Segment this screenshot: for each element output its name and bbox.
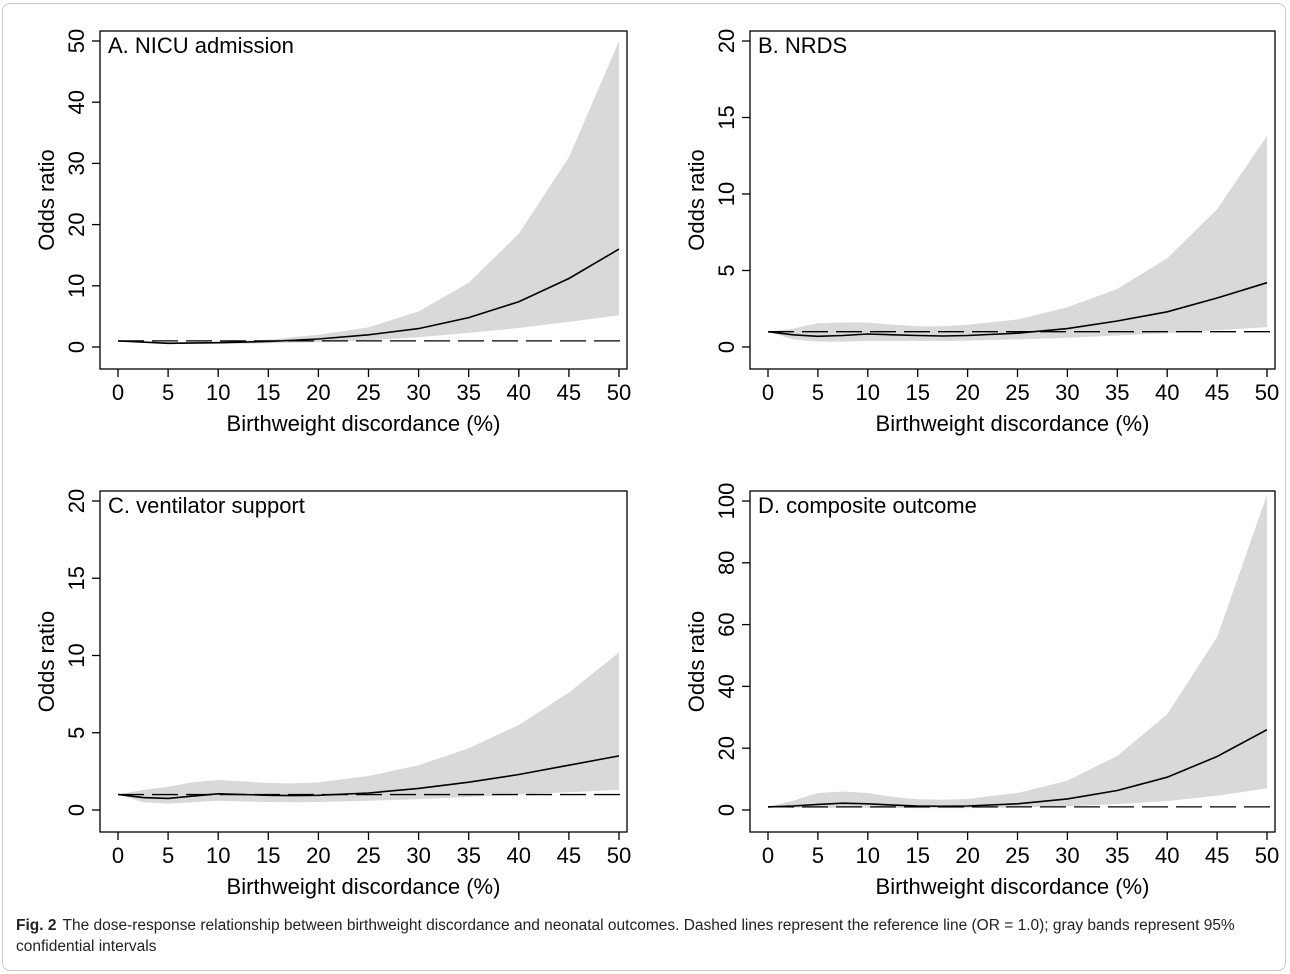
y-axis-label: Odds ratio: [34, 149, 59, 251]
x-tick-label: 40: [507, 380, 531, 405]
x-tick-label: 50: [1255, 843, 1279, 868]
x-tick-label: 15: [905, 843, 929, 868]
x-tick-label: 35: [1105, 843, 1129, 868]
x-tick-label: 10: [206, 380, 230, 405]
y-tick-label: 0: [714, 341, 739, 353]
x-axis-label: Birthweight discordance (%): [227, 874, 501, 899]
y-axis-label: Odds ratio: [684, 149, 709, 251]
x-tick-label: 30: [406, 843, 430, 868]
y-tick-label: 60: [714, 612, 739, 636]
x-tick-label: 40: [1155, 380, 1179, 405]
x-tick-label: 15: [905, 380, 929, 405]
x-axis-label: Birthweight discordance (%): [876, 411, 1150, 436]
x-tick-label: 25: [356, 843, 380, 868]
y-tick-label: 40: [64, 90, 89, 114]
x-tick-label: 5: [812, 380, 824, 405]
y-tick-label: 20: [64, 212, 89, 236]
y-tick-label: 20: [64, 489, 89, 513]
x-tick-label: 20: [955, 843, 979, 868]
x-tick-label: 20: [306, 843, 330, 868]
x-tick-label: 45: [1205, 843, 1229, 868]
y-tick-label: 40: [714, 674, 739, 698]
y-tick-label: 100: [714, 483, 739, 520]
x-tick-label: 25: [1005, 843, 1029, 868]
x-tick-label: 50: [607, 843, 631, 868]
odds-ratio-curve: [117, 755, 620, 800]
x-tick-label: 5: [162, 380, 174, 405]
x-tick-label: 25: [1005, 380, 1029, 405]
y-tick-label: 10: [64, 643, 89, 667]
x-tick-label: 45: [557, 380, 581, 405]
x-tick-label: 0: [762, 380, 774, 405]
ci-band: [118, 652, 619, 804]
ci-band: [118, 41, 619, 344]
x-tick-label: 45: [557, 843, 581, 868]
x-tick-label: 10: [856, 380, 880, 405]
x-tick-label: 20: [955, 380, 979, 405]
caption-text: The dose-response relationship between b…: [16, 917, 1235, 955]
y-tick-label: 0: [714, 804, 739, 816]
x-tick-label: 50: [1255, 380, 1279, 405]
panel-title: D. composite outcome: [758, 493, 977, 518]
y-tick-label: 0: [64, 804, 89, 816]
y-tick-label: 10: [714, 182, 739, 206]
x-tick-label: 45: [1205, 380, 1229, 405]
y-tick-label: 20: [714, 736, 739, 760]
x-tick-label: 0: [112, 843, 124, 868]
x-tick-label: 15: [256, 380, 280, 405]
ci-band: [768, 494, 1267, 809]
x-tick-label: 25: [356, 380, 380, 405]
x-tick-label: 5: [162, 843, 174, 868]
y-axis-label: Odds ratio: [34, 611, 59, 713]
panel-title: A. NICU admission: [108, 33, 294, 58]
y-tick-label: 15: [714, 105, 739, 129]
figure-caption: Fig. 2 The dose-response relationship bet…: [16, 915, 1266, 957]
x-tick-label: 30: [1055, 380, 1079, 405]
plot-box: [749, 490, 1276, 833]
ci-band: [768, 135, 1267, 342]
y-tick-label: 20: [714, 29, 739, 53]
x-tick-label: 20: [306, 380, 330, 405]
x-tick-label: 10: [206, 843, 230, 868]
figure-frame: [2, 3, 1286, 971]
x-axis-label: Birthweight discordance (%): [876, 874, 1150, 899]
x-tick-label: 50: [607, 380, 631, 405]
x-tick-label: 0: [112, 380, 124, 405]
y-tick-label: 15: [64, 566, 89, 590]
plot-box: [99, 30, 628, 370]
x-axis-label: Birthweight discordance (%): [227, 411, 501, 436]
x-tick-label: 35: [456, 843, 480, 868]
y-tick-label: 0: [64, 341, 89, 353]
x-tick-label: 30: [1055, 843, 1079, 868]
x-tick-label: 15: [256, 843, 280, 868]
panel-title: B. NRDS: [758, 33, 847, 58]
plot-box: [749, 30, 1276, 370]
x-tick-label: 0: [762, 843, 774, 868]
x-tick-label: 40: [507, 843, 531, 868]
y-tick-label: 30: [64, 151, 89, 175]
x-tick-label: 5: [812, 843, 824, 868]
caption-label: Fig. 2: [16, 917, 57, 934]
x-tick-label: 35: [456, 380, 480, 405]
panel-title: C. ventilator support: [108, 493, 305, 518]
odds-ratio-curve: [767, 281, 1268, 338]
y-tick-label: 10: [64, 274, 89, 298]
y-axis-label: Odds ratio: [684, 611, 709, 713]
y-tick-label: 5: [714, 264, 739, 276]
x-tick-label: 10: [856, 843, 880, 868]
y-tick-label: 50: [64, 29, 89, 53]
x-tick-label: 35: [1105, 380, 1129, 405]
x-tick-label: 40: [1155, 843, 1179, 868]
x-tick-label: 30: [406, 380, 430, 405]
y-tick-label: 5: [64, 727, 89, 739]
y-tick-label: 80: [714, 551, 739, 575]
odds-ratio-curve: [117, 248, 620, 345]
plot-box: [99, 490, 628, 833]
odds-ratio-curve: [767, 728, 1268, 808]
